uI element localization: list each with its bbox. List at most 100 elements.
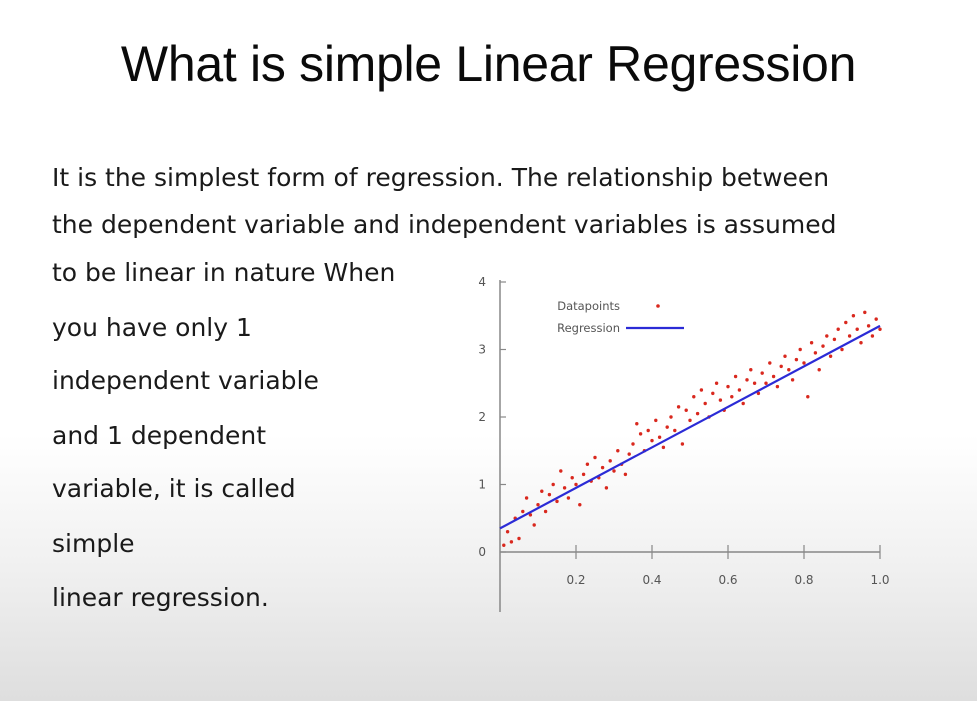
body-line: linear regression. [52,583,269,612]
data-point [714,381,719,385]
data-point [809,341,814,345]
data-point [631,442,635,446]
data-point [688,418,692,423]
data-point [806,395,810,399]
regression-chart: 0 1 2 3 4 0.2 0.4 0.6 0.8 1.0 Datapoints Regressio… [478,275,890,612]
data-point [771,374,776,379]
data-point [783,354,787,358]
data-point [726,384,730,389]
y-tick-label: 2 [478,410,486,424]
y-tick-label: 3 [478,343,486,357]
chart-axes: 0 1 2 3 4 0.2 0.4 0.6 0.8 1.0 [478,275,890,612]
data-point [562,486,567,490]
data-point [566,496,571,500]
data-point [581,472,586,477]
data-point [555,499,559,504]
data-point [585,462,590,466]
data-point [661,445,666,450]
data-point [547,492,552,497]
data-point [847,334,852,338]
data-point [604,486,609,490]
data-point [813,351,818,355]
data-point [817,368,821,372]
body-line: variable, it is called [52,474,296,503]
data-point [855,327,859,331]
data-point [695,411,700,416]
y-tick-label: 1 [478,478,486,492]
data-point [521,509,525,514]
body-line: and 1 dependent [52,421,267,450]
data-point [718,398,723,402]
data-point [764,381,768,385]
data-point [627,452,631,456]
data-point [787,368,791,372]
data-point [536,503,540,507]
data-point [650,438,654,443]
data-point [866,324,871,328]
y-tick-label: 0 [478,545,486,559]
data-point [635,422,639,426]
data-point [737,388,742,392]
data-point [646,428,650,433]
data-point [798,347,802,352]
chart-regression-line [499,324,881,530]
data-point [524,496,529,500]
data-point [825,334,829,338]
data-point [733,374,738,379]
x-tick-label: 0.6 [718,573,737,587]
data-point [593,455,597,460]
data-point [768,361,772,365]
data-point [551,482,555,487]
data-point [790,378,795,382]
data-point [574,482,578,487]
data-point [657,435,662,439]
data-point [828,354,833,358]
chart-legend: Datapoints Regression [557,299,684,335]
data-point [570,476,574,480]
data-point [684,408,688,412]
data-point [673,428,677,433]
x-tick-label: 0.8 [794,573,813,587]
data-point [638,432,643,436]
body-line: you have only 1 [52,313,252,342]
data-point [543,509,548,514]
data-point [517,536,521,541]
data-point [623,472,628,477]
data-point [752,381,757,385]
data-point [669,415,673,419]
data-point [844,320,848,325]
data-point [505,530,510,534]
data-point [878,327,882,331]
body-line: to be linear in nature When [52,258,396,287]
data-point [821,344,825,348]
legend-label-datapoints: Datapoints [557,299,620,313]
data-point [578,503,582,507]
data-point [840,347,844,352]
data-point [600,465,605,470]
data-point [676,405,681,409]
data-point [760,371,764,375]
legend-label-regression: Regression [557,321,620,335]
data-point [616,449,620,453]
data-point [528,513,533,517]
data-point [756,391,761,396]
data-point [874,317,878,321]
data-point [532,523,536,527]
data-point [730,395,734,399]
data-point [540,489,544,493]
data-point [836,327,840,331]
data-point [703,401,707,406]
data-point [749,368,753,372]
data-point [711,391,715,396]
data-point [745,378,749,382]
data-point [692,395,696,399]
y-tick-label: 4 [478,275,486,289]
data-point [608,459,612,463]
data-point [832,337,837,342]
data-point [863,310,867,315]
x-tick-label: 1.0 [870,573,889,587]
data-point [859,341,863,345]
slide-title: What is simple Linear Regression [120,36,857,92]
data-point [741,401,745,406]
data-point [665,425,669,429]
